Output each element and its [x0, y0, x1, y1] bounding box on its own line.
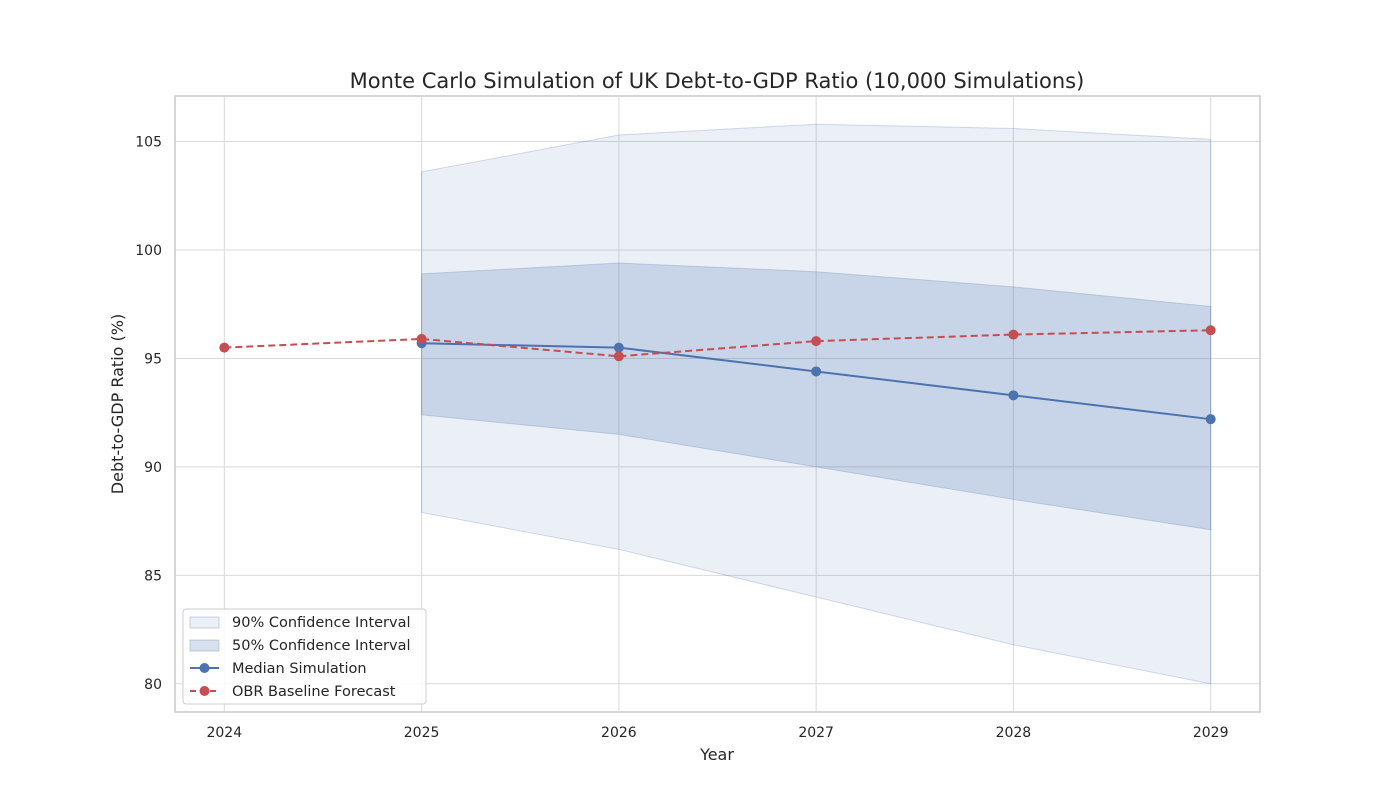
legend-label: 50% Confidence Interval	[232, 638, 411, 654]
obr-baseline-point	[1205, 325, 1216, 336]
median-simulation-point	[811, 366, 822, 377]
x-tick-label: 2025	[404, 725, 440, 741]
legend-label: 90% Confidence Interval	[232, 615, 411, 631]
median-simulation-point	[1008, 390, 1019, 401]
y-tick-label: 105	[135, 135, 162, 151]
x-axis-title: Year	[699, 745, 734, 764]
y-axis-title: Debt-to-GDP Ratio (%)	[108, 314, 127, 494]
plot-frame	[174, 95, 1261, 713]
legend-swatch	[189, 616, 220, 629]
legend-marker	[199, 686, 210, 696]
y-tick-label: 95	[144, 351, 162, 367]
obr-baseline-point	[219, 342, 230, 353]
obr-baseline-point	[1008, 329, 1019, 340]
x-tick-label: 2026	[601, 725, 637, 741]
x-tick-label: 2029	[1193, 725, 1229, 741]
legend-box	[182, 608, 427, 705]
legend-swatch	[189, 639, 220, 652]
legend-marker	[199, 663, 210, 673]
obr-baseline-point	[811, 336, 822, 347]
chart-title: Monte Carlo Simulation of UK Debt-to-GDP…	[350, 69, 1085, 93]
obr-baseline-point	[613, 351, 624, 362]
confidence-band-90	[421, 123, 1212, 685]
obr-baseline-point	[416, 333, 427, 344]
grid-lines	[175, 96, 1260, 712]
x-tick-label: 2028	[996, 725, 1032, 741]
x-tick-label: 2024	[206, 725, 242, 741]
median-simulation-point	[613, 342, 624, 353]
legend: 90% Confidence Interval 50% Confidence In…	[182, 608, 427, 705]
legend-label: OBR Baseline Forecast	[232, 684, 396, 700]
series-points	[219, 325, 1216, 425]
y-tick-label: 90	[144, 460, 162, 476]
legend-label: Median Simulation	[232, 661, 367, 677]
median-simulation-point	[1205, 414, 1216, 425]
y-tick-label: 100	[135, 243, 162, 259]
x-tick-label: 2027	[798, 725, 834, 741]
y-tick-label: 85	[144, 568, 162, 584]
y-tick-label: 80	[144, 677, 162, 693]
tick-labels: 2024 2025 2026 2027 2028 2029 80 85 90 95 100 105	[135, 135, 1228, 741]
